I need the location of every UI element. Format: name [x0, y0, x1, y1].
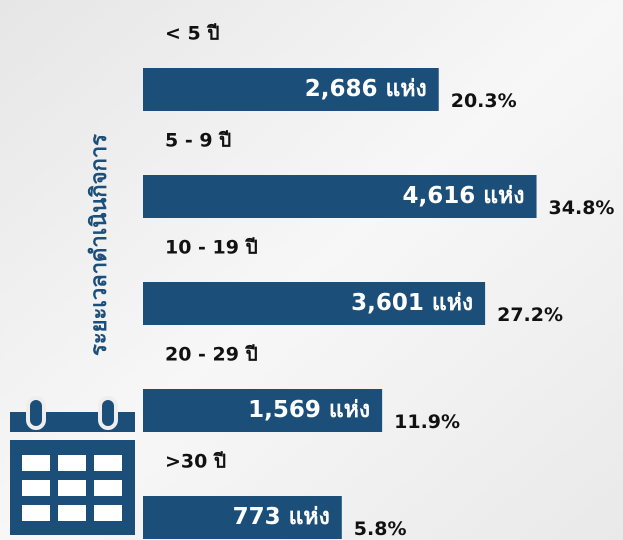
category-label: 10 - 19 ปี — [165, 237, 258, 259]
bar — [143, 389, 383, 432]
value-label: 1,569 แห่ง — [248, 397, 370, 423]
bar — [143, 68, 439, 111]
category-label: >30 ปี — [165, 451, 226, 473]
percentage-label: 34.8% — [549, 197, 615, 219]
value-label: 3,601 แห่ง — [351, 290, 473, 316]
category-label: 20 - 29 ปี — [165, 344, 258, 366]
category-label: 5 - 9 ปี — [165, 130, 231, 152]
y-axis-title: ระยะเวลาดำเนินกิจการ — [87, 134, 112, 356]
percentage-label: 27.2% — [497, 304, 563, 326]
percentage-label: 20.3% — [451, 90, 517, 112]
value-label: 773 แห่ง — [233, 504, 330, 530]
bar — [143, 282, 486, 325]
value-label: 4,616 แห่ง — [403, 183, 525, 209]
value-label: 2,686 แห่ง — [305, 76, 427, 102]
bar — [143, 175, 537, 218]
percentage-label: 11.9% — [394, 411, 460, 433]
category-label: < 5 ปี — [165, 23, 219, 45]
percentage-label: 5.8% — [354, 518, 407, 540]
calendar-icon — [10, 396, 135, 535]
bar — [143, 496, 342, 539]
